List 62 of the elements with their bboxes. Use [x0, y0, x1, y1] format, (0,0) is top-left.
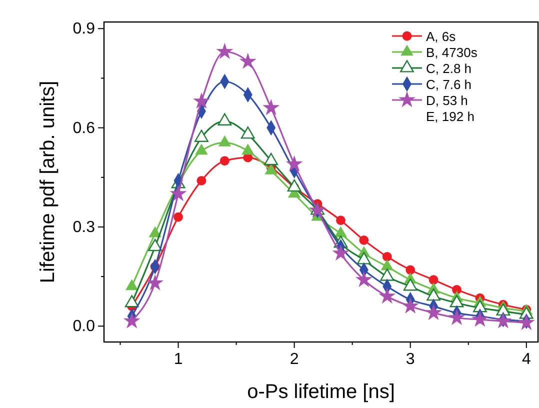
point — [195, 144, 208, 155]
point — [380, 259, 394, 270]
point — [518, 314, 535, 330]
legend-label: C, 7.6 h — [426, 77, 472, 92]
annotation: E, 192 h — [426, 109, 474, 124]
legend-label: D, 53 h — [426, 93, 468, 108]
point — [450, 295, 464, 308]
point — [216, 42, 234, 59]
point — [240, 126, 255, 139]
point — [148, 238, 162, 252]
point — [220, 156, 230, 166]
point — [494, 312, 512, 328]
point — [336, 216, 346, 226]
point — [170, 184, 187, 202]
y-tick-label: 0.6 — [72, 120, 96, 137]
point — [426, 288, 441, 301]
point — [218, 135, 232, 146]
point — [403, 278, 418, 291]
point — [425, 304, 442, 320]
point — [286, 155, 303, 172]
legend-label: C, 2.8 h — [426, 61, 472, 76]
point — [359, 235, 369, 245]
point — [496, 303, 510, 316]
point — [402, 297, 419, 314]
point — [196, 176, 206, 186]
point — [473, 300, 487, 312]
y-tick-label: 0.0 — [72, 318, 96, 336]
x-tick-label: 2 — [290, 351, 299, 368]
x-tick-label: 4 — [522, 351, 531, 368]
point — [242, 144, 254, 155]
x-axis-title: o-Ps lifetime [ns] — [247, 381, 395, 403]
point — [174, 212, 183, 222]
point — [471, 310, 488, 327]
point — [428, 275, 438, 285]
point — [406, 265, 416, 275]
point — [332, 244, 350, 261]
point — [239, 52, 256, 69]
point — [264, 152, 278, 166]
point — [334, 226, 348, 238]
point — [123, 312, 140, 328]
point — [124, 295, 139, 308]
point — [125, 279, 138, 290]
legend-label: B, 4730s — [426, 45, 478, 60]
point — [356, 252, 371, 264]
point — [309, 201, 326, 218]
point — [355, 270, 372, 288]
point — [287, 179, 302, 192]
point — [218, 113, 232, 126]
y-tick-label: 0.9 — [72, 20, 96, 38]
point — [262, 98, 280, 116]
legend-label: A, 6s — [426, 29, 456, 44]
point — [146, 274, 164, 290]
x-tick-label: 1 — [174, 351, 183, 368]
point — [380, 268, 394, 281]
x-tick-label: 3 — [406, 351, 415, 368]
y-axis-title: Lifetime pdf [arb. units] — [37, 80, 59, 284]
point — [192, 92, 210, 109]
point — [448, 308, 466, 326]
y-tick-label: 0.3 — [72, 218, 96, 236]
point — [194, 130, 208, 142]
point — [382, 252, 392, 262]
point — [378, 287, 396, 304]
